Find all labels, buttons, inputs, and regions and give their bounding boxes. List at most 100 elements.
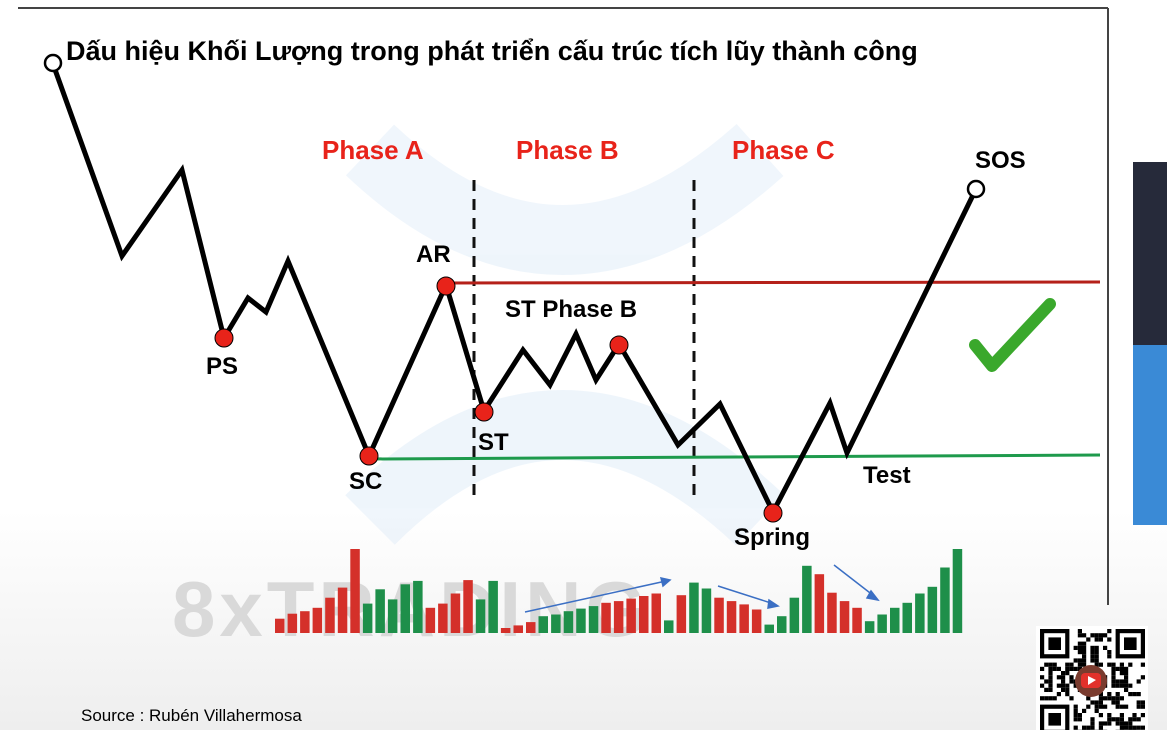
volume-bar xyxy=(275,618,285,633)
qr-module xyxy=(1094,650,1099,655)
qr-module xyxy=(1140,713,1145,718)
qr-module xyxy=(1073,645,1078,650)
qr-module xyxy=(1136,700,1141,705)
qr-module xyxy=(1115,696,1120,701)
background-logo xyxy=(345,123,785,546)
qr-module xyxy=(1140,725,1145,730)
qr-module xyxy=(1094,637,1099,642)
side-dark-panel xyxy=(1133,162,1167,345)
qr-module xyxy=(1107,713,1112,718)
qr-module xyxy=(1077,662,1082,667)
qr-module xyxy=(1132,692,1137,697)
volume-bar xyxy=(802,565,812,633)
qr-module xyxy=(1065,687,1070,692)
qr-module xyxy=(1103,645,1108,650)
qr-module xyxy=(1082,641,1087,646)
qr-module xyxy=(1124,704,1129,709)
qr-module xyxy=(1040,683,1045,688)
qr-module xyxy=(1136,692,1141,697)
qr-module xyxy=(1107,637,1112,642)
qr-module xyxy=(1073,683,1078,688)
qr-module xyxy=(1107,717,1112,722)
qr-module xyxy=(1098,637,1103,642)
start-point xyxy=(43,53,63,73)
volume-bar xyxy=(777,616,787,633)
qr-module xyxy=(1128,683,1133,688)
ps-dot xyxy=(214,328,234,348)
qr-module xyxy=(1107,629,1112,634)
play-triangle-icon xyxy=(1088,676,1096,685)
qr-module xyxy=(1103,704,1108,709)
volume-bar xyxy=(526,622,536,633)
price-path xyxy=(50,63,979,518)
qr-module xyxy=(1044,662,1049,667)
qr-module xyxy=(1119,679,1124,684)
qr-module xyxy=(1065,662,1070,667)
qr-module xyxy=(1098,662,1103,667)
qr-module xyxy=(1132,725,1137,730)
qr-module xyxy=(1069,662,1074,667)
qr-module xyxy=(1115,679,1120,684)
qr-module xyxy=(1082,725,1087,730)
qr-module xyxy=(1128,692,1133,697)
volume-trend-arrows xyxy=(524,564,880,613)
qr-module xyxy=(1073,704,1078,709)
qr-module xyxy=(1082,662,1087,667)
volume-bar xyxy=(726,601,737,633)
volume-falling-arrow-1 xyxy=(717,585,775,605)
qr-module xyxy=(1048,683,1053,688)
qr-module xyxy=(1082,650,1087,655)
qr-module xyxy=(1107,650,1112,655)
qr-module xyxy=(1061,675,1066,680)
qr-module xyxy=(1086,637,1091,642)
volume-bar xyxy=(890,607,900,633)
sos-label: SOS xyxy=(975,147,1026,174)
qr-module xyxy=(1077,645,1082,650)
qr-module xyxy=(1090,700,1095,705)
qr-module xyxy=(1119,683,1124,688)
qr-module xyxy=(1124,683,1129,688)
qr-module xyxy=(1044,696,1049,701)
volume-bar xyxy=(450,593,461,633)
qr-module xyxy=(1140,662,1145,667)
qr-module xyxy=(1056,692,1061,697)
qr-module xyxy=(1115,704,1120,709)
volume-bar xyxy=(789,597,800,633)
resistance-line xyxy=(445,280,1101,285)
volume-bar xyxy=(588,606,599,633)
qr-module xyxy=(1107,662,1112,667)
qr-module xyxy=(1077,633,1082,638)
volume-falling-arrowhead-1 xyxy=(767,598,780,609)
qr-module xyxy=(1140,700,1145,705)
source-credit: Source : Rubén Villahermosa xyxy=(81,706,302,725)
volume-bar xyxy=(488,580,498,633)
diagram-title: Dấu hiệu Khối Lượng trong phát triển cấu… xyxy=(66,36,918,66)
st-label: ST xyxy=(478,429,509,456)
qr-module xyxy=(1098,713,1103,718)
volume-bar xyxy=(513,625,523,633)
qr-module xyxy=(1111,683,1116,688)
ar-label: AR xyxy=(416,241,451,268)
volume-bar xyxy=(639,596,649,633)
qr-module xyxy=(1111,671,1116,676)
qr-module xyxy=(1111,700,1116,705)
volume-bar xyxy=(601,602,611,633)
volume-bar xyxy=(400,584,410,633)
qr-module xyxy=(1056,683,1061,688)
qr-module xyxy=(1048,662,1053,667)
volume-bar xyxy=(864,621,875,633)
qr-module xyxy=(1119,671,1124,676)
qr-module xyxy=(1090,658,1095,663)
qr-module xyxy=(1061,683,1066,688)
volume-bar xyxy=(626,598,636,633)
qr-module xyxy=(1090,650,1095,655)
qr-module xyxy=(1115,717,1120,722)
qr-module xyxy=(1044,687,1049,692)
volume-bar xyxy=(337,587,348,633)
qr-module xyxy=(1115,721,1120,726)
qr-module xyxy=(1090,633,1095,638)
qr-module xyxy=(1073,708,1078,713)
volume-bars xyxy=(275,549,963,633)
volume-bar xyxy=(387,599,398,633)
